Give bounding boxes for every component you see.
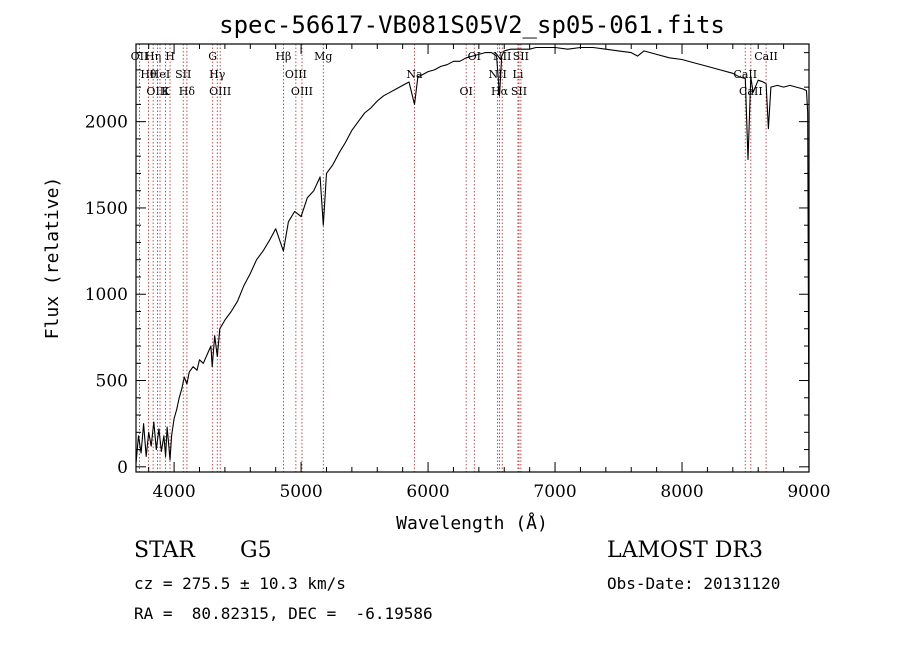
x-tick-label: 4000	[152, 482, 195, 502]
object-class: STAR	[134, 538, 195, 563]
reference-line-label: Hδ	[179, 85, 196, 98]
x-tick-label: 8000	[660, 482, 703, 502]
reference-line-label: H	[165, 50, 175, 63]
reference-line-label: Na	[406, 68, 423, 81]
y-axis-label: Flux (relative)	[42, 177, 63, 340]
reference-line-label: OI	[459, 85, 472, 98]
redshift-value: cz = 275.5 ± 10.3 km/s	[134, 574, 346, 593]
reference-line-label: OIII	[291, 85, 313, 98]
reference-line-label: OI	[468, 50, 481, 63]
reference-line-label: Hη	[145, 50, 161, 63]
y-tick-label: 1000	[85, 285, 128, 305]
reference-lines	[139, 44, 767, 472]
reference-line-label: SII	[175, 68, 191, 81]
x-tick-label: 6000	[406, 482, 449, 502]
reference-line-label: OIII	[146, 85, 168, 98]
x-tick-label: 9000	[787, 482, 830, 502]
x-tick-label: 5000	[279, 482, 322, 502]
spectrum-line	[135, 46, 810, 469]
reference-line-label: Mg	[314, 50, 332, 63]
chart-title: spec-56617-VB081S05V2_sp05-061.fits	[219, 11, 725, 39]
reference-line-label: OIII	[209, 85, 231, 98]
sky-coordinates: RA = 80.82315, DEC = -6.19586	[134, 604, 433, 623]
y-axis-ticks: 0 500 1000 1500 2000	[85, 52, 809, 478]
y-tick-label: 0	[117, 458, 128, 478]
plot-frame	[135, 43, 810, 473]
reference-line-label: OII	[131, 50, 149, 63]
y-tick-label: 500	[96, 372, 128, 392]
observation-date: Obs-Date: 20131120	[607, 574, 781, 593]
reference-line-label: Li	[513, 68, 524, 81]
reference-line-label: SII	[511, 85, 527, 98]
reference-line-label: CaII	[754, 50, 778, 63]
x-tick-label: 7000	[533, 482, 576, 502]
reference-line-label: OIII	[285, 68, 307, 81]
reference-line-label: Hθ	[140, 68, 157, 81]
spectral-subclass: G5	[240, 538, 272, 563]
reference-line-labels: OIIHθOIIIHηHeIKHSIIHδGHγOIIIHβOIIIOIIIMg…	[131, 50, 778, 98]
reference-line-label: K	[161, 85, 170, 98]
reference-line-label: Hβ	[275, 50, 291, 63]
reference-line-label: G	[208, 50, 217, 63]
survey-name: LAMOST DR3	[607, 538, 763, 563]
x-axis-label: Wavelength (Å)	[396, 512, 548, 534]
y-tick-label: 2000	[85, 113, 128, 133]
reference-line-label: HeI	[150, 68, 170, 81]
y-tick-label: 1500	[85, 199, 128, 219]
reference-line-label: SII	[513, 50, 529, 63]
reference-line-label: Hγ	[209, 68, 226, 81]
